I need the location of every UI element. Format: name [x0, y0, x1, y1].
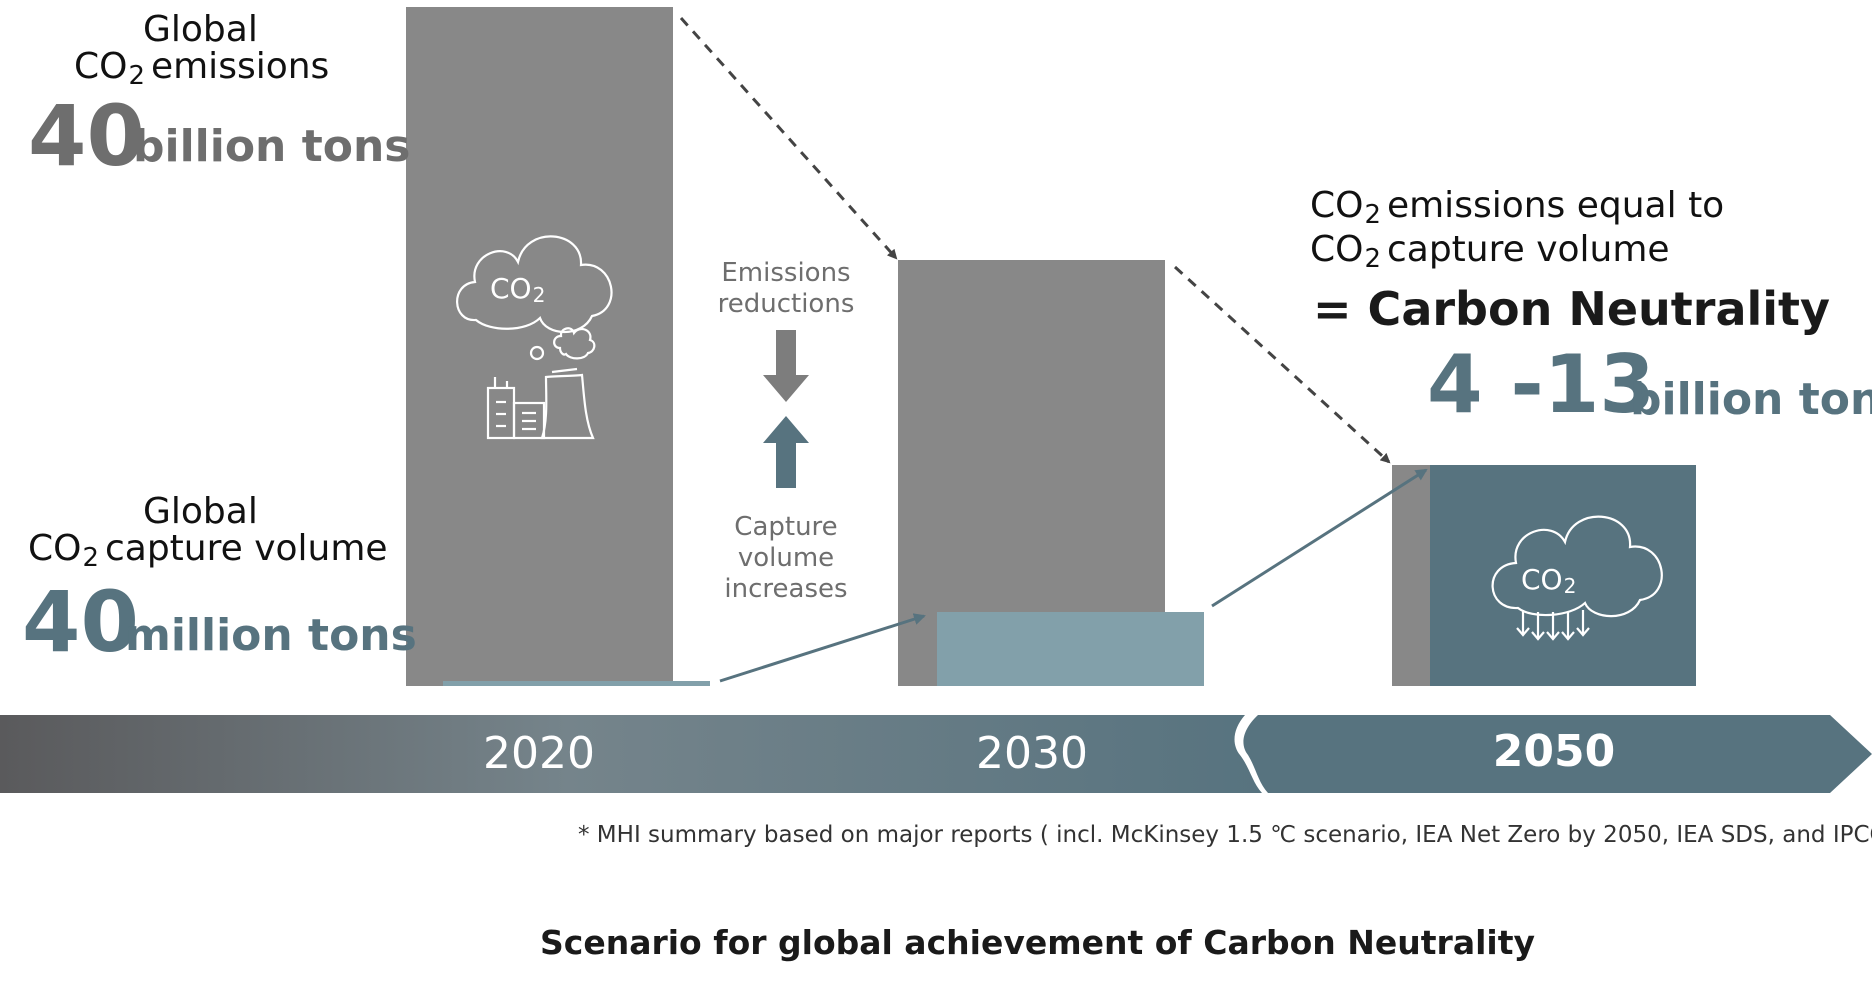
- increases-line3: increases: [724, 574, 848, 604]
- capture-label-line2: CO2 capture volume: [28, 528, 388, 573]
- timeline-year-2030: 2030: [976, 728, 1088, 779]
- timeline-year-2050: 2050: [1492, 726, 1616, 777]
- reductions-line1: Emissions: [721, 258, 851, 288]
- emissions-2020-value: 40: [28, 87, 145, 185]
- neutrality-unit: billion tons: [1630, 374, 1872, 425]
- emissions-trend-arrow-1: [679, 16, 898, 260]
- capture-trend-arrow-1: [719, 613, 926, 683]
- footnote: * MHI summary based on major reports ( i…: [578, 822, 1872, 848]
- capture-2020-unit: million tons: [125, 610, 417, 661]
- capture-label-line1: Global: [143, 491, 258, 532]
- co2-capture-cloud-icon: [1491, 515, 1663, 641]
- co2-cloud-icon: [456, 235, 613, 440]
- reductions-line2: reductions: [717, 289, 855, 319]
- increase-arrow-icon: [763, 416, 809, 488]
- emissions-label-line2: CO2 emissions: [74, 46, 330, 91]
- neutrality-value: 4 -13: [1427, 338, 1656, 431]
- neutrality-line2: CO2 capture volume: [1310, 229, 1670, 274]
- neutrality-headline: = Carbon Neutrality: [1313, 282, 1831, 336]
- timeline-bar: [0, 715, 1872, 793]
- increases-line1: Capture: [734, 512, 838, 542]
- capture-increases-label: Capture volume increases: [706, 512, 866, 605]
- capture-bar-2050: [1430, 465, 1696, 686]
- emissions-2020-unit: billion tons: [133, 121, 411, 172]
- capture-bar-2030: [937, 612, 1204, 686]
- co2-cloud-text: CO2: [490, 272, 546, 308]
- reduction-arrow-icon: [763, 330, 809, 402]
- caption: Scenario for global achievement of Carbo…: [540, 923, 1536, 962]
- capture-bar-2020: [443, 681, 710, 686]
- emissions-bar-2050: [1392, 465, 1430, 686]
- emissions-trend-arrow-2: [1173, 265, 1391, 464]
- emissions-reductions-label: Emissions reductions: [706, 258, 866, 320]
- capture-2020-value: 40: [22, 573, 139, 671]
- co2-capture-cloud-text: CO2: [1521, 563, 1577, 599]
- capture-trend-arrow-2: [1211, 468, 1428, 608]
- timeline-year-2020: 2020: [483, 728, 595, 779]
- increases-line2: volume: [737, 543, 835, 573]
- neutrality-line1: CO2 emissions equal to: [1310, 185, 1725, 230]
- emissions-label-line1: Global: [143, 9, 258, 50]
